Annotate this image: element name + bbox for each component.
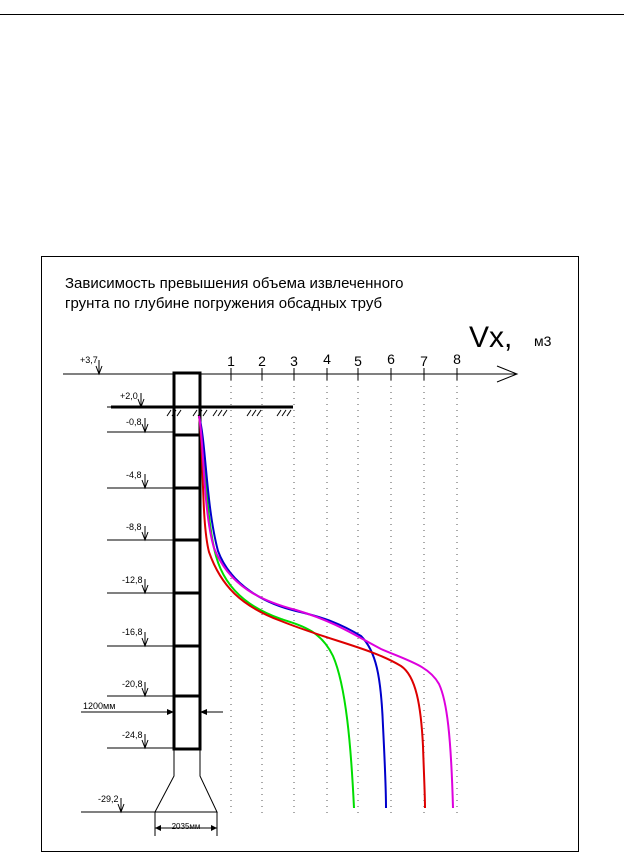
page-header-rule	[0, 14, 624, 15]
base-width-label: 2035мм	[172, 822, 201, 831]
figure-frame: Зависимость превышения объема извлеченно…	[41, 256, 579, 857]
title-line-2: грунта по глубине погружения обсадных тр…	[65, 295, 382, 312]
curve-green	[198, 415, 355, 809]
ground-hatching	[166, 409, 292, 417]
tick-label-5: 5	[354, 353, 362, 369]
elevation-label: -16,8	[122, 627, 143, 637]
pile-base	[154, 749, 218, 836]
axis-arrow-icon	[496, 365, 519, 383]
frame-border	[41, 256, 579, 852]
pipe-diameter-label: 1200мм	[83, 701, 115, 711]
elevation-label: -0,8	[126, 417, 142, 427]
curve-blue	[198, 415, 387, 809]
axis-unit: м3	[534, 333, 552, 349]
title-line-1: Зависимость превышения объема извлеченно…	[65, 275, 404, 292]
tick-label-2: 2	[258, 353, 266, 369]
volume-curves	[198, 415, 454, 809]
casing-pipe-column	[172, 371, 202, 751]
elevation-markers	[63, 360, 174, 814]
tick-label-7: 7	[420, 353, 428, 369]
pipe-diameter-dimension	[81, 709, 223, 715]
elevation-label: +3,7	[80, 355, 98, 365]
axis-name: Vx,	[469, 321, 512, 354]
tick-label-4: 4	[323, 351, 331, 367]
tick-label-1: 1	[227, 353, 235, 369]
curve-magenta	[198, 415, 454, 809]
soil-volume-diagram: Зависимость превышения объема извлеченно…	[41, 256, 579, 852]
gridlines	[230, 368, 458, 816]
elevation-label: -8,8	[126, 522, 142, 532]
elevation-label: -24,8	[122, 730, 143, 740]
curve-red	[198, 415, 426, 809]
tick-labels: 1 2 3 4 5 6 7 8	[227, 351, 461, 369]
elevation-label: -4,8	[126, 470, 142, 480]
tick-label-6: 6	[387, 351, 395, 367]
tick-label-8: 8	[453, 351, 461, 367]
elevation-label: -12,8	[122, 575, 143, 585]
elevation-label: +2,0	[120, 391, 138, 401]
elevation-labels: +3,7 +2,0 -0,8 -4,8 -8,8 -12,8 -16,8 -20…	[80, 355, 143, 804]
elevation-label: -20,8	[122, 679, 143, 689]
tick-label-3: 3	[290, 353, 298, 369]
elevation-label: -29,2	[98, 794, 119, 804]
